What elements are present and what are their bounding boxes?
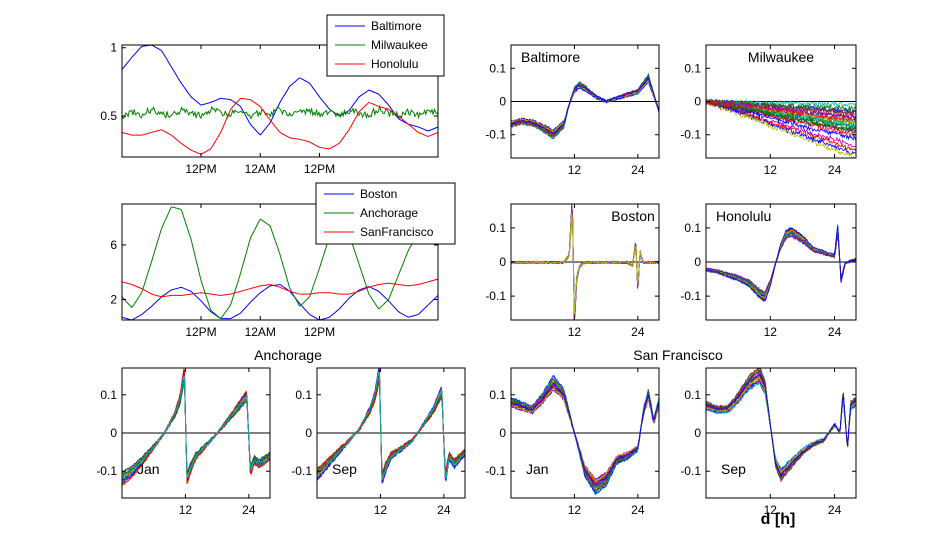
x-tick-label: 24 xyxy=(828,325,842,339)
y-tick-label: -0.1 xyxy=(291,464,312,478)
y-tick-label: 1 xyxy=(110,41,117,55)
x-tick-label: 24 xyxy=(631,503,645,517)
x-tick-label: 12PM xyxy=(304,325,335,339)
x-tick-label: 12 xyxy=(764,163,778,177)
y-tick-label: -0.1 xyxy=(485,128,506,142)
panel-p_anch_jan: -0.1 0 0.1 12 24 Jan xyxy=(96,368,270,517)
x-tick-label: 12 xyxy=(568,163,582,177)
legend-entry-label: Anchorage xyxy=(360,206,418,220)
y-tick-label: 0 xyxy=(694,255,701,269)
y-tick-label: 0.1 xyxy=(684,221,701,235)
y-tick-label: 0 xyxy=(694,426,701,440)
y-tick-label: -0.1 xyxy=(485,464,506,478)
y-tick-label: 0.1 xyxy=(489,388,506,402)
panel-title: Sep xyxy=(721,461,746,477)
y-tick-label: -0.1 xyxy=(485,289,506,303)
x-tick-label: 12 xyxy=(179,503,193,517)
y-tick-label: 0.1 xyxy=(295,388,312,402)
y-tick-label: 2 xyxy=(110,293,117,307)
legend: Baltimore Milwaukee Honolulu xyxy=(327,15,444,76)
group-title-san-francisco: San Francisco xyxy=(633,347,723,363)
y-tick-label: 0.1 xyxy=(100,388,117,402)
x-tick-label: 12 xyxy=(568,325,582,339)
y-tick-label: 0.1 xyxy=(684,388,701,402)
panel-ts2: 2 6 12PM 12AM 12PM Boston Anchorage SanFrancisc… xyxy=(110,183,455,339)
y-tick-label: -0.1 xyxy=(680,464,701,478)
y-tick-label: 0 xyxy=(499,426,506,440)
x-tick-label: 12PM xyxy=(185,325,216,339)
panel-title: Milwaukee xyxy=(748,49,814,65)
y-tick-label: 0.5 xyxy=(100,109,117,123)
x-tick-label: 12PM xyxy=(304,162,335,176)
x-tick-label: 24 xyxy=(437,503,451,517)
x-tick-label: 12 xyxy=(568,503,582,517)
legend-entry-label: Milwaukee xyxy=(371,38,428,52)
legend-entry-label: Baltimore xyxy=(371,19,422,33)
panel-title: Boston xyxy=(611,208,655,224)
x-tick-label: 12AM xyxy=(245,325,276,339)
panel-p_sf_sep: -0.100.11224Sep xyxy=(680,368,856,517)
y-tick-label: -0.1 xyxy=(96,464,117,478)
y-tick-label: -0.1 xyxy=(680,289,701,303)
panel-p_sf_jan: -0.1 0 0.1 12 24 Jan xyxy=(485,368,659,517)
y-tick-label: 0 xyxy=(694,95,701,109)
y-tick-label: 0.1 xyxy=(489,61,506,75)
y-tick-label: 0 xyxy=(110,426,117,440)
panel-p_balt: -0.1 0 0.1 12 24 Baltimore xyxy=(485,45,659,177)
x-tick-label: 24 xyxy=(242,503,256,517)
x-tick-label: 24 xyxy=(828,503,842,517)
y-tick-label: -0.1 xyxy=(680,128,701,142)
x-tick-label: 24 xyxy=(631,325,645,339)
legend-entry-label: SanFrancisco xyxy=(360,225,434,239)
panel-title: Honolulu xyxy=(716,208,771,224)
panel-p_milw: -0.1 0 0.1 12 24 Milwaukee xyxy=(680,45,856,177)
legend-entry-label: Boston xyxy=(360,187,397,201)
panel-p_hono: -0.1 0 0.1 12 24 Honolulu xyxy=(680,204,856,339)
panel-title: Baltimore xyxy=(521,49,580,65)
y-tick-label: 6 xyxy=(110,238,117,252)
x-tick-label: 12AM xyxy=(245,162,276,176)
panel-title: Sep xyxy=(332,461,357,477)
y-tick-label: 0.1 xyxy=(684,61,701,75)
panel-title: Jan xyxy=(526,461,549,477)
y-tick-label: 0 xyxy=(499,95,506,109)
x-tick-label: 24 xyxy=(631,163,645,177)
figure: 0.5 1 12PM 12AM 12PM Baltimore Milwaukee Honolu… xyxy=(0,0,945,544)
panel-title: Jan xyxy=(137,461,160,477)
x-tick-label: 24 xyxy=(828,163,842,177)
y-tick-label: 0 xyxy=(305,426,312,440)
legend: Boston Anchorage SanFrancisco xyxy=(316,183,455,244)
x-tick-label: 12 xyxy=(764,325,778,339)
legend-entry-label: Honolulu xyxy=(371,57,418,71)
x-axis-label: d [h] xyxy=(761,511,796,528)
group-title-anchorage: Anchorage xyxy=(254,347,322,363)
x-tick-label: 12PM xyxy=(185,162,216,176)
x-tick-label: 12 xyxy=(374,503,388,517)
panel-p_bost: -0.1 0 0.1 12 24 Boston xyxy=(485,204,659,339)
y-tick-label: 0 xyxy=(499,255,506,269)
y-tick-label: 0.1 xyxy=(489,221,506,235)
panel-p_anch_sep: -0.1 0 0.1 12 24 Sep xyxy=(291,368,465,517)
